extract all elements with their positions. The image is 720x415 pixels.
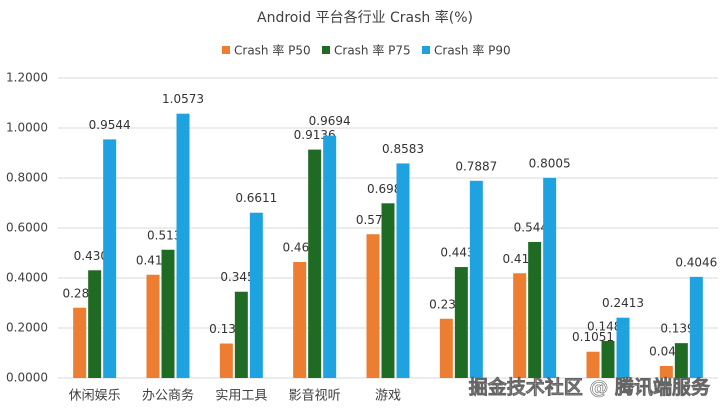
bar [176,113,190,379]
bar [396,163,410,378]
data-label: 1.0573 [162,92,204,106]
x-tick-label: 影音视听 [289,388,341,404]
legend-swatch [322,46,330,54]
bar [454,267,468,378]
bar [103,139,117,378]
bar [146,274,160,378]
bar [219,343,233,378]
data-label: 0.7887 [455,159,497,173]
bar [439,318,453,378]
legend-label: Crash 率 P75 [334,43,411,58]
y-tick-label: 1.2000 [6,71,48,85]
data-label: 0.9694 [309,114,351,128]
legend-label: Crash 率 P50 [234,43,311,58]
bar [381,203,395,378]
data-label: 0.1051 [572,330,614,344]
chart-title: Android 平台各行业 Crash 率(%) [257,9,473,26]
bar [323,135,337,378]
y-tick-label: 1.0000 [6,121,48,135]
x-tick-label: 休闲娱乐 [69,389,121,404]
bar [234,291,248,378]
bar [674,343,688,378]
data-label: 0.9544 [89,118,131,132]
bar [88,270,102,378]
y-tick-label: 0.6000 [6,221,48,235]
y-tick-label: 0.2000 [6,321,48,335]
bar [308,149,322,378]
x-tick-label: 办公商务 [142,388,194,404]
bar [616,317,630,378]
watermark: 掘金技术社区 @ 腾讯端服务 [469,376,711,399]
bar [601,340,615,378]
legend-label: Crash 率 P90 [434,43,511,58]
bar [469,180,483,378]
bar [586,351,600,378]
y-tick-label: 0.0000 [6,371,48,385]
y-tick-label: 0.4000 [6,271,48,285]
bar [513,273,527,378]
x-tick-label: 实用工具 [215,389,267,404]
data-label: 0.8583 [382,142,424,156]
bar [689,276,703,378]
data-label: 0.2413 [602,296,644,310]
legend-swatch [222,46,230,54]
x-tick-label: 游戏 [375,389,401,404]
bar [659,366,673,378]
bar [543,177,557,378]
legend-swatch [422,46,430,54]
bar [161,249,175,378]
bar [293,262,307,378]
bar [249,212,263,378]
bar [73,307,87,378]
y-tick-label: 0.8000 [6,171,48,185]
data-label: 0.8005 [529,156,571,170]
bar [528,241,542,378]
data-label: 0.6611 [235,191,277,205]
bar [366,234,380,378]
data-label: 0.4046 [675,255,717,269]
